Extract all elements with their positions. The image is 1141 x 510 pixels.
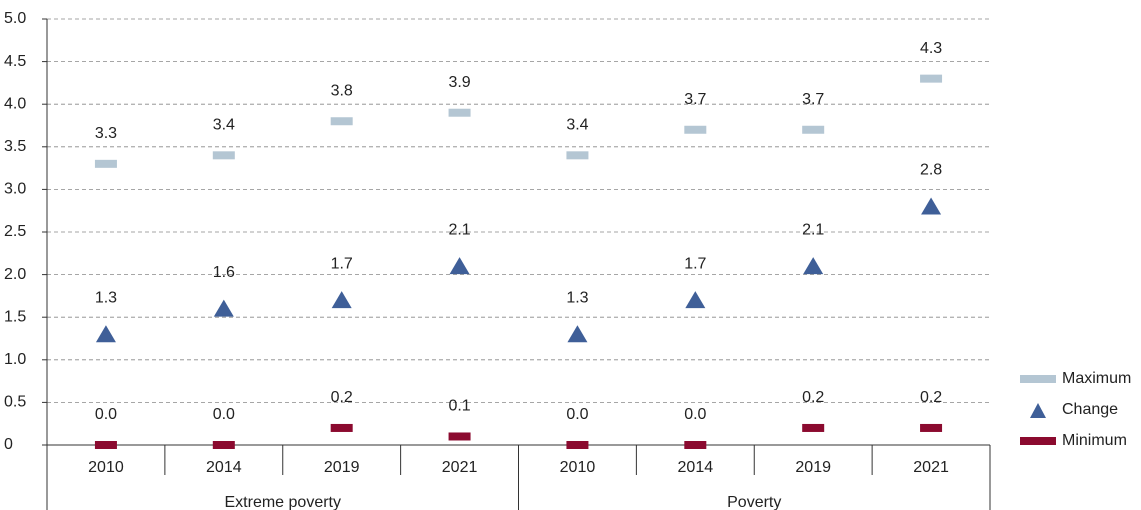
data-point: [448, 432, 471, 441]
data-point: [920, 74, 943, 83]
data-point: [95, 325, 116, 343]
data-point: [449, 257, 470, 275]
data-label: 0.1: [448, 398, 470, 415]
data-label: 2.1: [802, 221, 824, 238]
data-label: 0.0: [213, 406, 235, 423]
legend-marker: [1020, 437, 1056, 445]
data-point: [330, 117, 353, 126]
data-label: 3.7: [802, 91, 824, 108]
data-point: [212, 151, 235, 160]
data-point: [212, 441, 235, 449]
data-point: [331, 291, 352, 309]
data-point: [685, 291, 706, 309]
data-label: 3.9: [448, 74, 470, 91]
data-label: 3.4: [566, 117, 588, 134]
data-point: [684, 125, 707, 134]
data-label: 2.8: [920, 162, 942, 179]
data-label: 3.8: [331, 82, 353, 99]
legend-marker: [1020, 375, 1056, 383]
data-label: 0.2: [920, 389, 942, 406]
data-label: 0.2: [802, 389, 824, 406]
y-tick-label: 5.0: [4, 10, 26, 27]
data-point: [802, 125, 825, 134]
data-point: [803, 257, 824, 275]
y-tick-label: 0.5: [4, 394, 26, 411]
data-label: 4.3: [920, 40, 942, 57]
group-label: Poverty: [727, 494, 781, 510]
data-point: [448, 108, 471, 117]
data-point: [566, 151, 589, 160]
data-point: [566, 441, 589, 449]
data-point: [94, 441, 117, 449]
y-tick-label: 2.0: [4, 266, 26, 283]
y-tick-label: 4.0: [4, 95, 26, 112]
data-label: 1.3: [95, 289, 117, 306]
data-point: [567, 325, 588, 343]
data-label: 1.6: [213, 264, 235, 281]
y-tick-label: 3.0: [4, 181, 26, 198]
data-label: 2.1: [448, 221, 470, 238]
y-tick-label: 1.0: [4, 351, 26, 368]
data-label: 1.3: [566, 289, 588, 306]
data-point: [94, 159, 117, 168]
data-label: 0.0: [95, 406, 117, 423]
legend-marker: [1030, 403, 1046, 418]
x-tick-label: 2010: [560, 459, 596, 476]
x-tick-label: 2021: [913, 459, 949, 476]
x-tick-label: 2019: [324, 459, 360, 476]
data-label: 1.7: [684, 255, 706, 272]
x-tick-label: 2021: [442, 459, 478, 476]
y-tick-label: 3.5: [4, 138, 26, 155]
data-label: 0.2: [331, 389, 353, 406]
data-point: [802, 423, 825, 432]
data-label: 3.7: [684, 91, 706, 108]
legend-label: Change: [1062, 401, 1118, 418]
data-point: [920, 423, 943, 432]
group-label: Extreme poverty: [225, 494, 341, 510]
data-label: 3.3: [95, 125, 117, 142]
data-point: [921, 197, 942, 215]
x-tick-label: 2010: [88, 459, 124, 476]
x-tick-label: 2014: [678, 459, 714, 476]
data-label: 1.7: [331, 255, 353, 272]
y-tick-label: 4.5: [4, 53, 26, 70]
y-tick-label: 1.5: [4, 308, 26, 325]
data-label: 3.4: [213, 117, 235, 134]
data-label: 0.0: [684, 406, 706, 423]
y-tick-label: 0: [4, 436, 13, 453]
data-label: 0.0: [566, 406, 588, 423]
data-point: [684, 441, 707, 449]
data-point: [213, 299, 234, 317]
x-tick-label: 2014: [206, 459, 242, 476]
data-point: [330, 423, 353, 432]
legend-label: Maximum: [1062, 370, 1131, 387]
y-tick-label: 2.5: [4, 223, 26, 240]
legend-label: Minimum: [1062, 432, 1127, 449]
x-tick-label: 2019: [795, 459, 831, 476]
